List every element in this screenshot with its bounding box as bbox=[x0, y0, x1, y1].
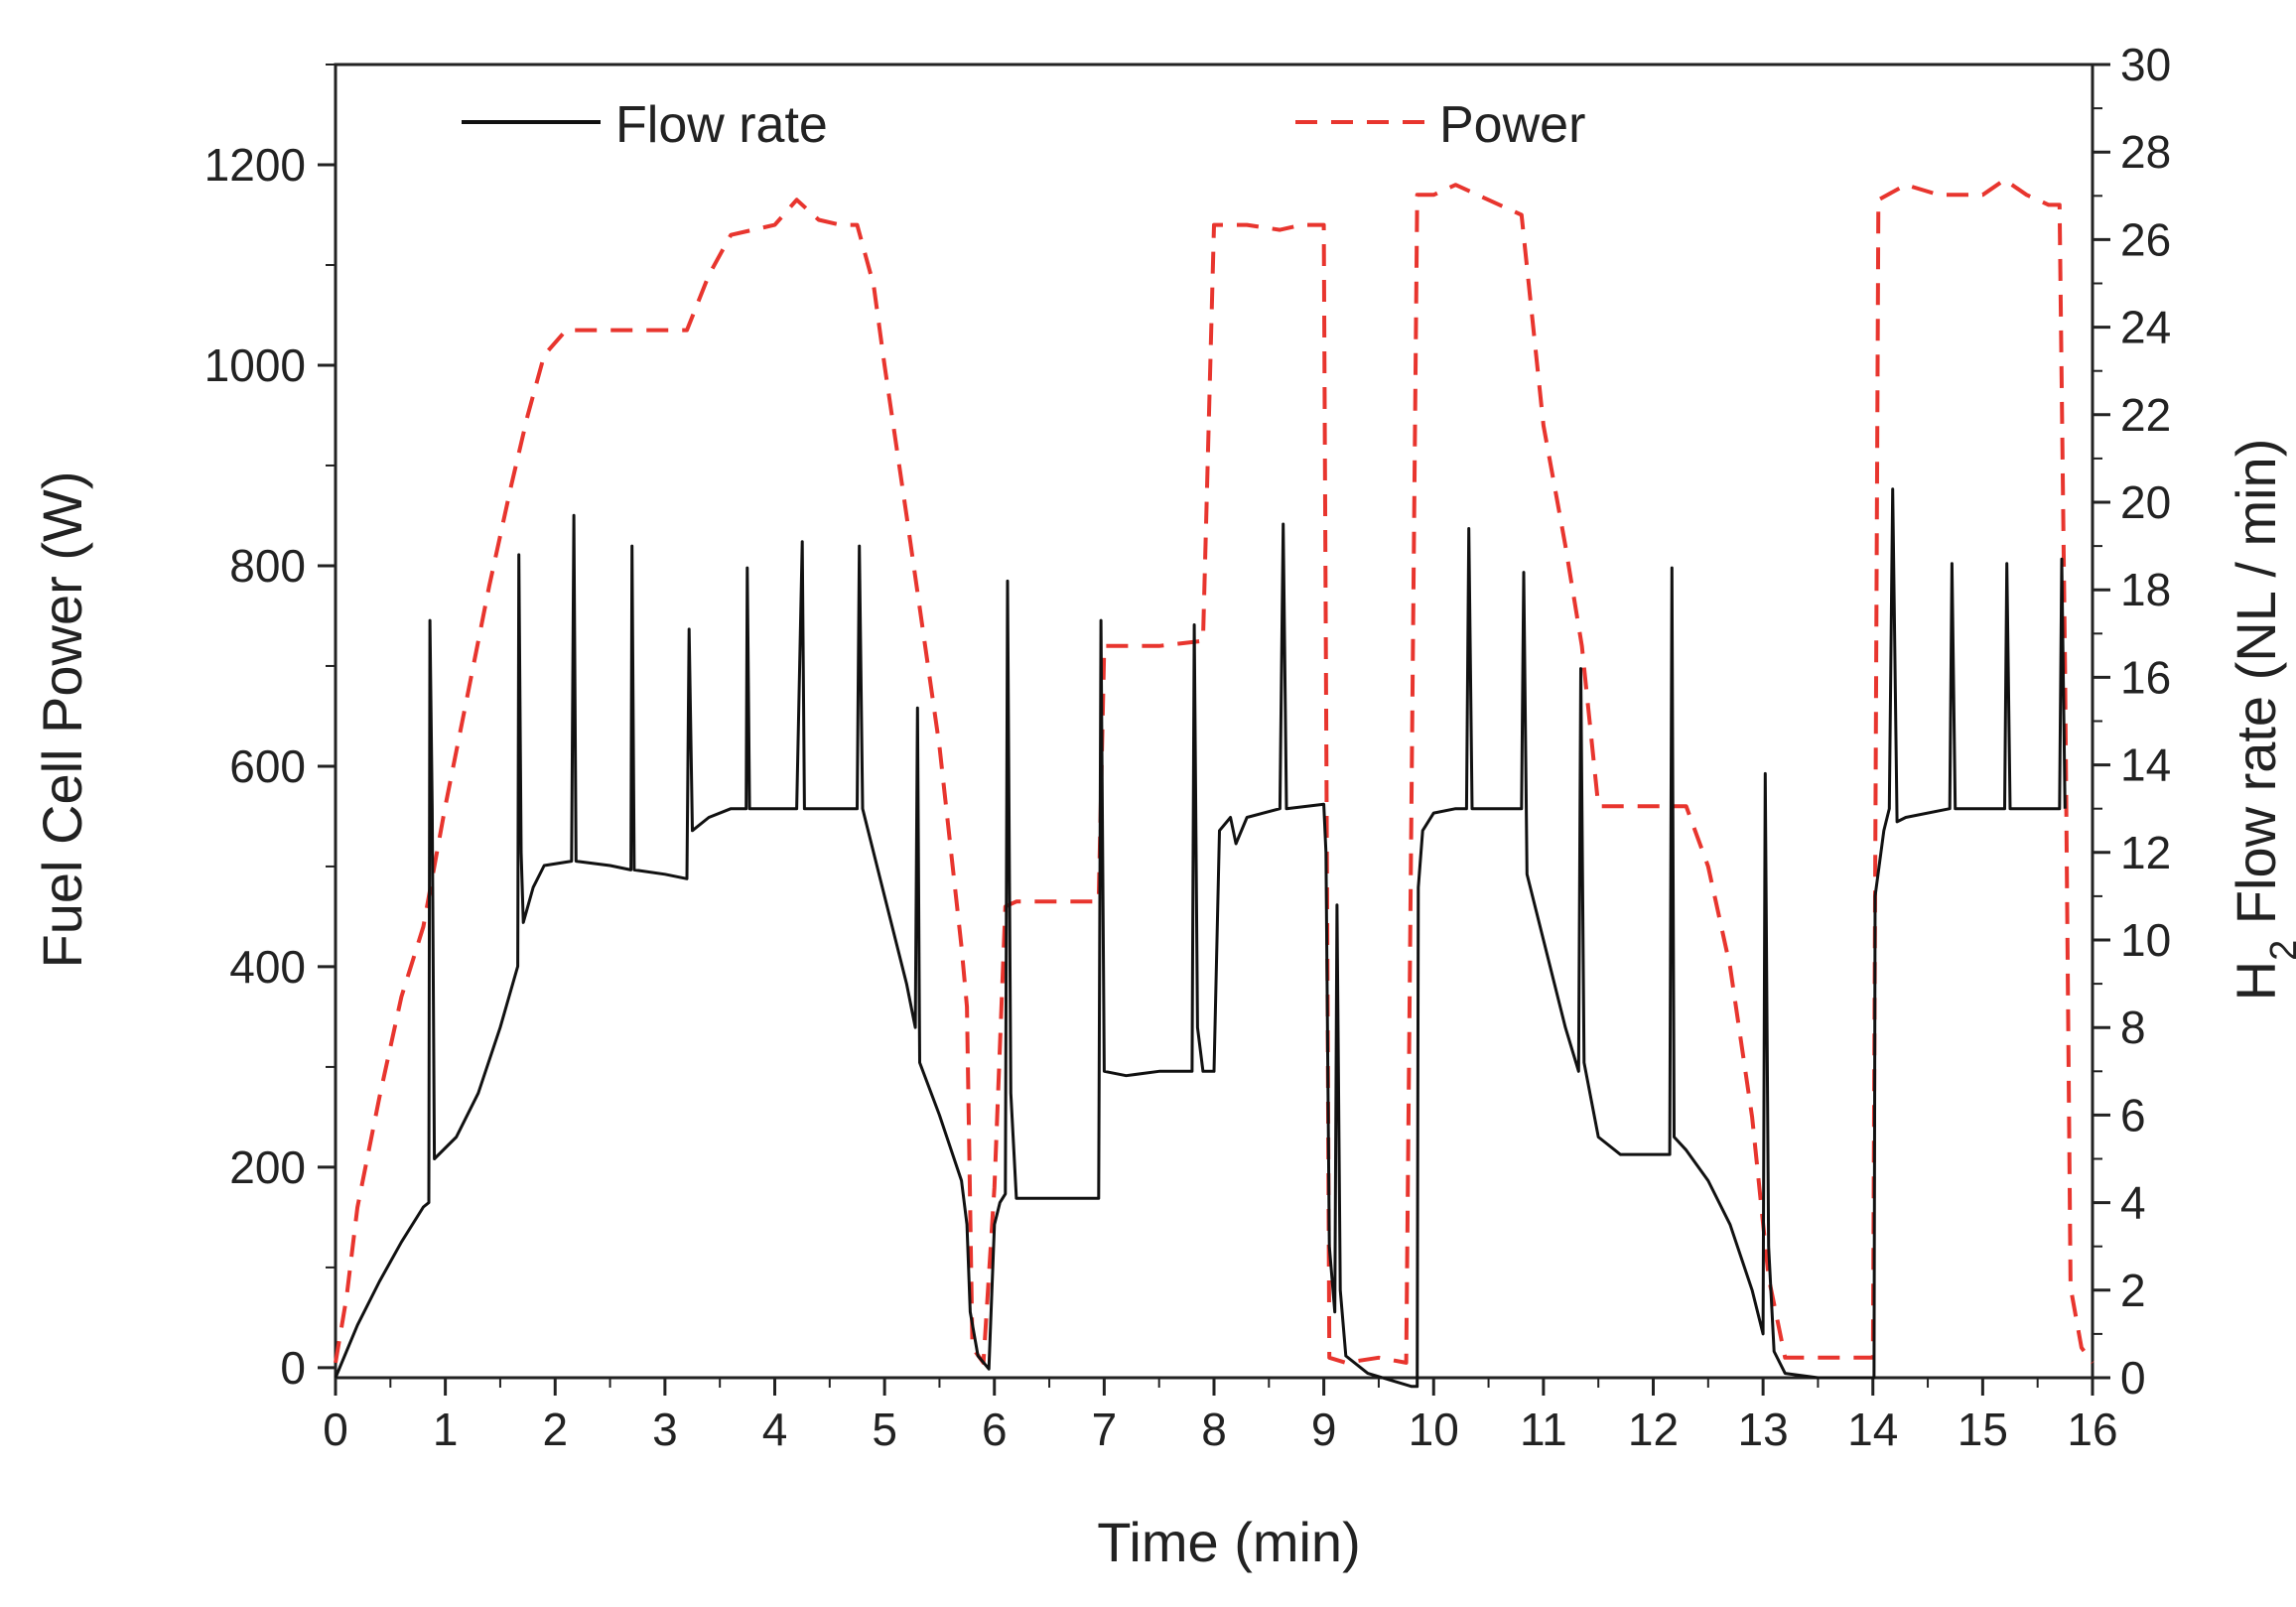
y2-tick-label: 26 bbox=[2120, 213, 2171, 265]
x-tick-label: 9 bbox=[1311, 1404, 1337, 1455]
x-tick-label: 14 bbox=[1847, 1404, 1898, 1455]
y2-axis-title-subscript: 2 bbox=[2263, 940, 2296, 961]
y2-axis-title: H2 Flow rate (NL / min) bbox=[2225, 439, 2296, 1002]
y2-tick-label: 16 bbox=[2120, 651, 2171, 703]
y-tick-label: 800 bbox=[229, 540, 306, 592]
legend: Flow rate Power bbox=[462, 96, 1585, 154]
y-tick-label: 400 bbox=[229, 941, 306, 993]
y2-tick-label: 20 bbox=[2120, 476, 2171, 528]
x-tick-label: 4 bbox=[762, 1404, 788, 1455]
x-tick-label: 5 bbox=[872, 1404, 897, 1455]
y2-axis-title-prefix: H bbox=[2225, 961, 2287, 1001]
x-tick-label: 6 bbox=[982, 1404, 1008, 1455]
y2-tick-label: 28 bbox=[2120, 126, 2171, 178]
x-tick-label: 7 bbox=[1092, 1404, 1118, 1455]
x-tick-label: 8 bbox=[1201, 1404, 1227, 1455]
y-tick-label: 200 bbox=[229, 1141, 306, 1193]
y2-tick-label: 0 bbox=[2120, 1352, 2146, 1404]
x-tick-label: 11 bbox=[1520, 1404, 1567, 1455]
x-tick-label: 10 bbox=[1409, 1404, 1459, 1455]
y-tick-label: 1200 bbox=[204, 139, 306, 191]
x-axis-ticks: 0 1 2 3 4 5 6 7 8 9 10 11 12 13 14 15 16 bbox=[323, 1378, 2118, 1455]
y2-tick-label: 22 bbox=[2120, 389, 2171, 441]
x-tick-label: 1 bbox=[433, 1404, 459, 1455]
x-tick-label: 12 bbox=[1628, 1404, 1679, 1455]
y-axis-ticks: 0 200 400 600 800 1000 1200 bbox=[204, 64, 336, 1394]
x-tick-label: 16 bbox=[2067, 1404, 2117, 1455]
series-power-line bbox=[334, 178, 2094, 1365]
y2-tick-label: 12 bbox=[2120, 827, 2171, 878]
y2-tick-label: 10 bbox=[2120, 914, 2171, 966]
series-layer bbox=[334, 178, 2094, 1389]
legend-flow-label: Flow rate bbox=[615, 96, 828, 154]
y2-tick-label: 24 bbox=[2120, 302, 2171, 353]
y-tick-label: 600 bbox=[229, 740, 306, 792]
y2-axis-title-suffix: Flow rate (NL / min) bbox=[2225, 439, 2287, 940]
series-flow-rate-line bbox=[334, 487, 2067, 1389]
y2-tick-label: 14 bbox=[2120, 739, 2171, 791]
x-tick-label: 15 bbox=[1958, 1404, 2008, 1455]
x-tick-label: 2 bbox=[542, 1404, 568, 1455]
y-tick-label: 1000 bbox=[204, 339, 306, 391]
y2-tick-label: 18 bbox=[2120, 564, 2171, 615]
y-axis-title: Fuel Cell Power (W) bbox=[31, 471, 93, 969]
x-tick-label: 13 bbox=[1738, 1404, 1789, 1455]
x-axis-title: Time (min) bbox=[1097, 1511, 1360, 1573]
y2-tick-label: 8 bbox=[2120, 1002, 2146, 1053]
y2-tick-label: 4 bbox=[2120, 1177, 2146, 1229]
x-tick-label: 3 bbox=[652, 1404, 678, 1455]
legend-power-label: Power bbox=[1439, 96, 1585, 154]
y2-tick-label: 6 bbox=[2120, 1089, 2146, 1140]
y2-tick-label: 30 bbox=[2120, 39, 2171, 90]
y-tick-label: 0 bbox=[280, 1342, 306, 1394]
y2-tick-label: 2 bbox=[2120, 1265, 2146, 1316]
x-tick-label: 0 bbox=[323, 1404, 348, 1455]
